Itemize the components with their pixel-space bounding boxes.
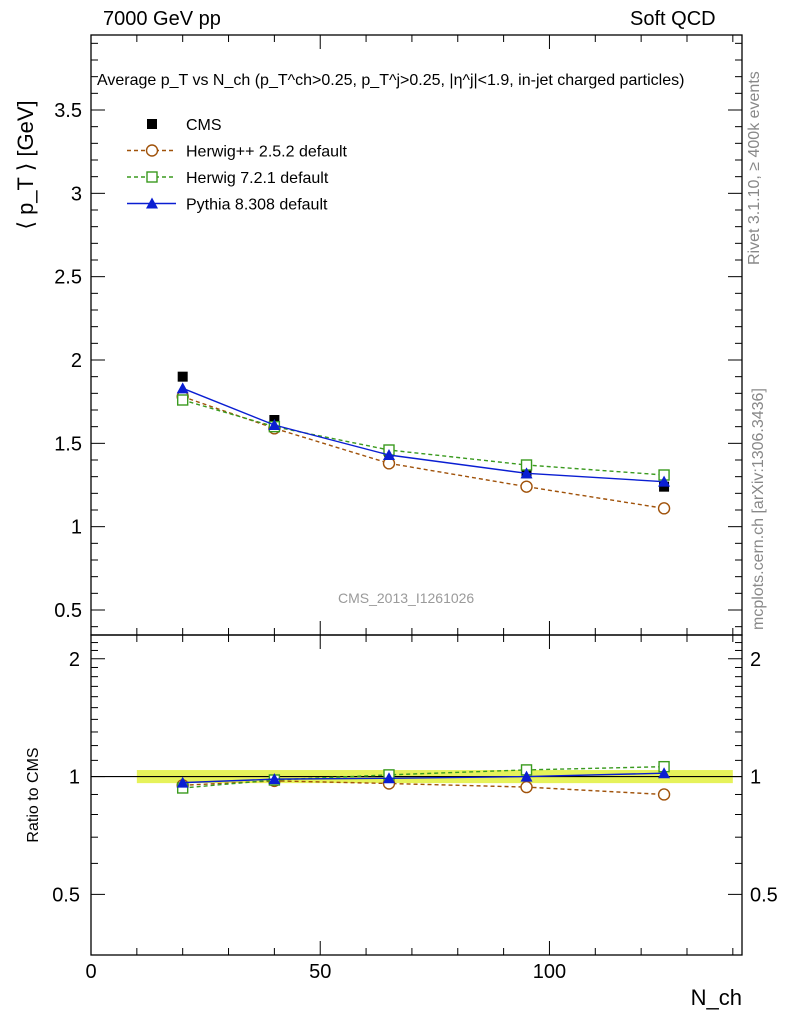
ratio-point-2 bbox=[520, 770, 533, 782]
y-tick-label: 2.5 bbox=[54, 267, 82, 289]
legend-entry: Pythia 8.308 default bbox=[127, 197, 328, 214]
y-axis-title: ⟨ p_T ⟩ [GeV] bbox=[13, 100, 38, 229]
y-tick-label: 3 bbox=[71, 183, 82, 205]
legend-entry: Herwig++ 2.5.2 default bbox=[127, 144, 348, 161]
y-tick-label: 2 bbox=[71, 350, 82, 372]
data-point-3 bbox=[658, 475, 671, 487]
y-tick-label: 1.5 bbox=[54, 433, 82, 455]
legend-marker bbox=[147, 119, 157, 129]
ratio-panel: 0 50 100 0.5 0.5 1 1 2 2 Ratio to CMS N_ch bbox=[25, 634, 778, 1010]
header-left: 7000 GeV pp bbox=[103, 8, 221, 30]
data-point-1 bbox=[520, 480, 533, 493]
data-point-3 bbox=[268, 419, 281, 430]
legend-label: Herwig 7.2.1 default bbox=[186, 170, 329, 187]
legend-label: CMS bbox=[186, 117, 222, 134]
data-point-3 bbox=[176, 382, 189, 394]
y-tick-label: 2 bbox=[69, 649, 80, 671]
ratio-point-2 bbox=[268, 773, 281, 785]
main-panel: 0.5 1 1.5 2 2.5 3 3.5 ⟨ p_T ⟩ [GeV] Average p_T … bbox=[13, 34, 743, 636]
ratio-point-2 bbox=[658, 767, 671, 779]
series-line-3 bbox=[182, 387, 665, 483]
ratio-point-0 bbox=[657, 788, 671, 801]
ratio-axis-title: Ratio to CMS bbox=[25, 747, 42, 842]
legend-marker bbox=[145, 144, 159, 157]
y-tick-label: 3.5 bbox=[54, 100, 82, 122]
data-point-2 bbox=[176, 394, 189, 406]
legend-entry: Herwig 7.2.1 default bbox=[127, 170, 329, 187]
y-tick-label: 1 bbox=[69, 767, 80, 789]
y-tick-label: 1 bbox=[71, 517, 82, 539]
data-point-0 bbox=[177, 371, 188, 382]
data-point-3 bbox=[382, 449, 395, 460]
x-tick-label: 100 bbox=[533, 961, 566, 983]
legend-marker bbox=[146, 171, 158, 183]
y-tick-label-right: 1 bbox=[750, 767, 761, 789]
x-tick-label: 0 bbox=[85, 961, 96, 983]
y-tick-label-right: 2 bbox=[750, 649, 761, 671]
x-axis-title: N_ch bbox=[691, 985, 742, 1010]
legend-label: Herwig++ 2.5.2 default bbox=[186, 144, 348, 161]
legend-marker bbox=[146, 197, 158, 209]
y-tick-label: 0.5 bbox=[52, 884, 80, 906]
y-tick-label-right: 0.5 bbox=[750, 884, 778, 906]
ratio-point-0 bbox=[520, 780, 533, 794]
series-line-2 bbox=[182, 399, 665, 476]
x-tick-label: 50 bbox=[309, 961, 331, 983]
header-right: Soft QCD bbox=[630, 8, 716, 30]
series-line-1 bbox=[182, 396, 665, 510]
legend-entry: CMS bbox=[147, 117, 222, 134]
watermark: CMS_2013_I1261026 bbox=[338, 590, 475, 606]
ratio-point-2 bbox=[176, 776, 189, 788]
y-tick-label: 0.5 bbox=[54, 600, 82, 622]
data-point-3 bbox=[520, 467, 533, 479]
data-point-1 bbox=[657, 502, 671, 515]
ratio-point-2 bbox=[382, 772, 395, 784]
plot-title: Average p_T vs N_ch (p_T^ch>0.25, p_T^j>… bbox=[97, 72, 684, 89]
ratio-frame bbox=[90, 634, 743, 956]
legend-label: Pythia 8.308 default bbox=[186, 197, 328, 214]
